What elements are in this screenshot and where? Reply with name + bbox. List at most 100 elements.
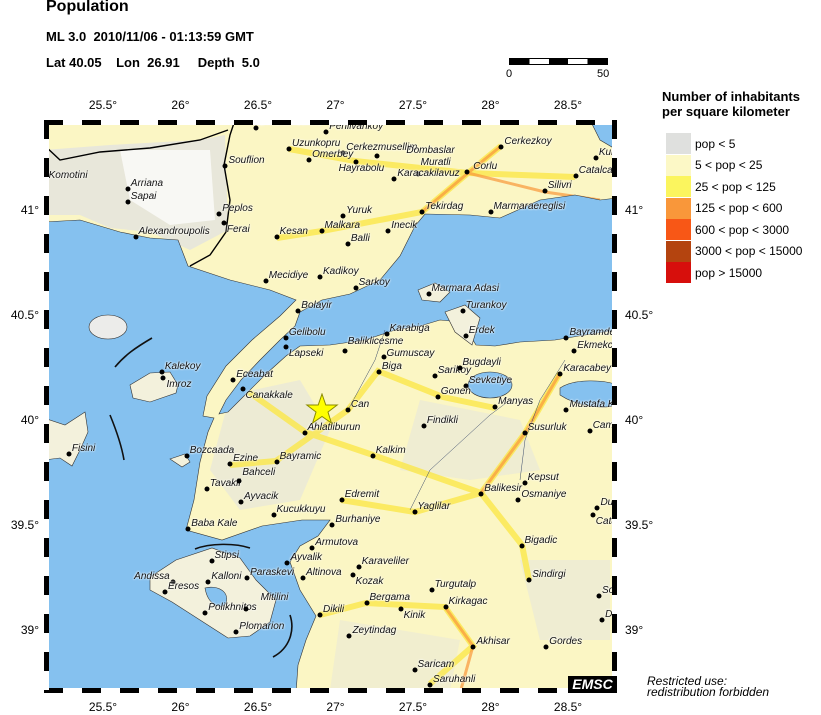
city-label: Catalkaya [595,515,617,527]
city-marker [421,423,427,429]
city-marker [460,308,466,314]
city-label: Muratli [420,157,451,169]
city-label: Karabiga [389,322,430,334]
city-label: Cam [592,419,614,431]
city-label: Marmaraereglisi [493,201,566,213]
city-label: Fisini [71,442,96,454]
islands [44,282,481,639]
city-label: Sindirgi [532,568,566,580]
city-marker [391,176,397,181]
city-label: Kalekoy [164,360,201,372]
city-label: Karaveliler [361,556,409,567]
population-map[interactable]: Komotini Arriana Sapai Alexandroupolis Soufl… [44,120,617,693]
city-marker [526,577,532,583]
lon-tick-label: 27° [326,700,345,714]
legend-item: 125 < pop < 600 [666,197,782,219]
city-label: Armutova [315,537,359,549]
city-label: Mecidiye [268,270,309,282]
lat-tick-label: 40.5° [625,308,654,322]
lon-tick-label: 27.5° [398,700,428,714]
legend-swatch [666,262,691,283]
city-marker [353,159,359,165]
city-label: Arriana [130,178,164,189]
city-marker [435,394,441,400]
city-marker [443,604,449,610]
city-marker [323,129,329,135]
city-label: Bayramdere [569,327,617,339]
city-label: Ezine [233,453,259,465]
city-marker [240,386,245,391]
bulgaria-border [44,129,229,161]
city-label: Kirkagac [448,595,488,607]
map-title: Population [46,0,129,15]
city-label: Yaglilar [417,501,451,513]
city-marker [283,344,289,349]
city-marker [398,606,404,612]
city-label: Altinova [305,566,342,578]
city-label: Osmaniye [521,488,567,500]
usage-note: Restricted use: redistribution forbidden [647,675,769,698]
lon-tick-label: 28.5° [553,98,583,112]
city-label: Sarkoy [358,276,390,288]
city-marker [427,682,433,688]
city-label: Dikili [323,604,345,616]
city-marker [221,220,227,226]
city-marker [429,587,435,593]
city-label: Kesan [279,226,308,238]
city-label: Plomarion [239,621,285,633]
city-label: Pehlivankoy [329,121,384,133]
city-label: Gordes [549,635,583,647]
city-marker [205,579,211,585]
epicenter-star-icon[interactable] [304,392,339,427]
city-label: Can [350,398,370,410]
city-label: Kurfalli [598,146,617,158]
lon-tick-label: 27.5° [398,98,428,112]
city-marker [243,606,249,612]
city-marker [309,545,315,551]
city-marker [133,234,139,240]
city-marker [571,348,577,354]
city-marker [542,188,548,194]
city-marker [381,354,387,360]
city-label: Malkara [324,220,361,231]
lon-tick-label: 25.5° [88,700,118,714]
city-marker [204,486,210,492]
city-marker [271,512,276,517]
city-marker [374,153,380,159]
scale-bar [509,58,608,65]
city-marker [295,308,301,314]
city-label: Uzunkopru [292,138,341,150]
map-frame-bottom [44,688,617,693]
city-label: Paraskevi [250,566,295,578]
city-marker [227,461,233,467]
city-label: Alexandroupolis [138,226,210,238]
city-label: Omerbey [312,148,354,160]
city-label: Ayvacik [243,490,279,502]
city-label: Dursunbey [600,497,617,509]
legend-swatch [666,154,691,176]
lon-tick-label: 26.5° [243,98,273,112]
city-label: Kinik [403,610,426,621]
city-marker [522,430,528,436]
city-marker [284,560,290,566]
city-marker [185,526,191,532]
city-marker [492,404,498,410]
city-label: Cerkezkoy [504,136,552,147]
legend-item: pop < 5 [666,133,735,154]
city-marker [244,575,250,580]
city-label: Burhaniye [335,514,381,525]
lat-tick-label: 40.5° [10,308,39,322]
city-marker [159,369,165,375]
city-label: Kalkim [375,444,406,456]
city-label: Marmara Adasi [431,283,499,294]
lon-tick-label: 28° [481,98,500,112]
legend-item: pop > 15000 [666,262,762,283]
city-marker [543,644,549,650]
city-marker [345,407,351,412]
emsc-logo: EMSC [568,676,617,693]
city-marker [594,505,600,511]
city-label: Eceabat [236,369,273,381]
map-frame-top [44,120,617,125]
city-label: Kucukkuyu [276,503,326,515]
city-label: Sapai [130,190,157,202]
